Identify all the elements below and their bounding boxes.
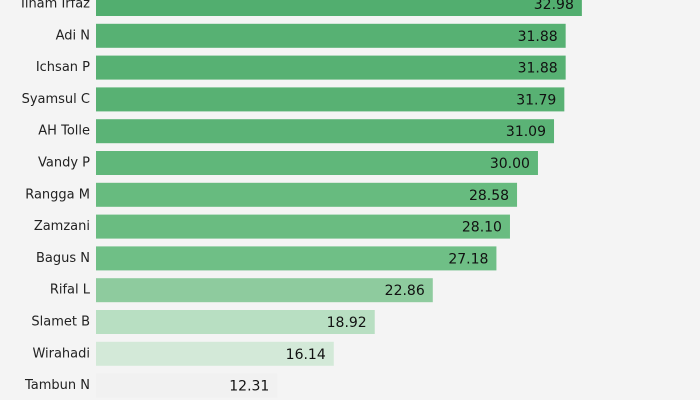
bar xyxy=(96,214,510,239)
value-label: 28.58 xyxy=(469,188,509,204)
value-label: 32.98 xyxy=(534,0,574,13)
category-label: Vandy P xyxy=(38,156,90,171)
bar xyxy=(96,0,582,16)
bar xyxy=(96,246,497,271)
value-label: 27.18 xyxy=(448,251,488,267)
bar xyxy=(96,119,555,144)
category-label: Bagus N xyxy=(36,251,90,266)
value-label: 31.88 xyxy=(518,29,558,45)
category-label: Zamzani xyxy=(34,219,90,234)
bar xyxy=(96,310,375,334)
category-label: Rangga M xyxy=(25,187,90,202)
value-label: 30.00 xyxy=(490,156,530,172)
value-label: 31.79 xyxy=(516,92,556,108)
category-label: Tambun N xyxy=(24,378,90,393)
value-label: 28.10 xyxy=(462,220,502,236)
category-label: Syamsul C xyxy=(22,92,90,107)
category-label: Slamet B xyxy=(31,315,90,330)
value-label: 31.09 xyxy=(506,124,546,140)
bar xyxy=(96,182,518,207)
category-label: Adi N xyxy=(56,28,90,43)
category-label: Rifal L xyxy=(50,283,91,298)
value-label: 12.31 xyxy=(229,379,269,395)
category-label: AH Tolle xyxy=(38,124,90,139)
category-label: Ilham Irfaz xyxy=(21,0,90,12)
bar xyxy=(96,87,565,112)
value-label: 31.88 xyxy=(518,61,558,77)
bar xyxy=(96,23,566,48)
bar xyxy=(96,373,278,398)
bar xyxy=(96,341,334,366)
bars-group: Ilham Irfaz 32.98 Adi N 31.88 Ichsan P 31.88 S… xyxy=(21,0,582,398)
bar xyxy=(96,151,538,175)
bar xyxy=(96,55,566,80)
category-label: Ichsan P xyxy=(36,60,90,75)
category-label: Wirahadi xyxy=(32,346,90,361)
value-label: 18.92 xyxy=(327,315,367,331)
value-label: 22.86 xyxy=(385,283,425,299)
bar xyxy=(96,278,433,303)
value-label: 16.14 xyxy=(286,347,326,363)
